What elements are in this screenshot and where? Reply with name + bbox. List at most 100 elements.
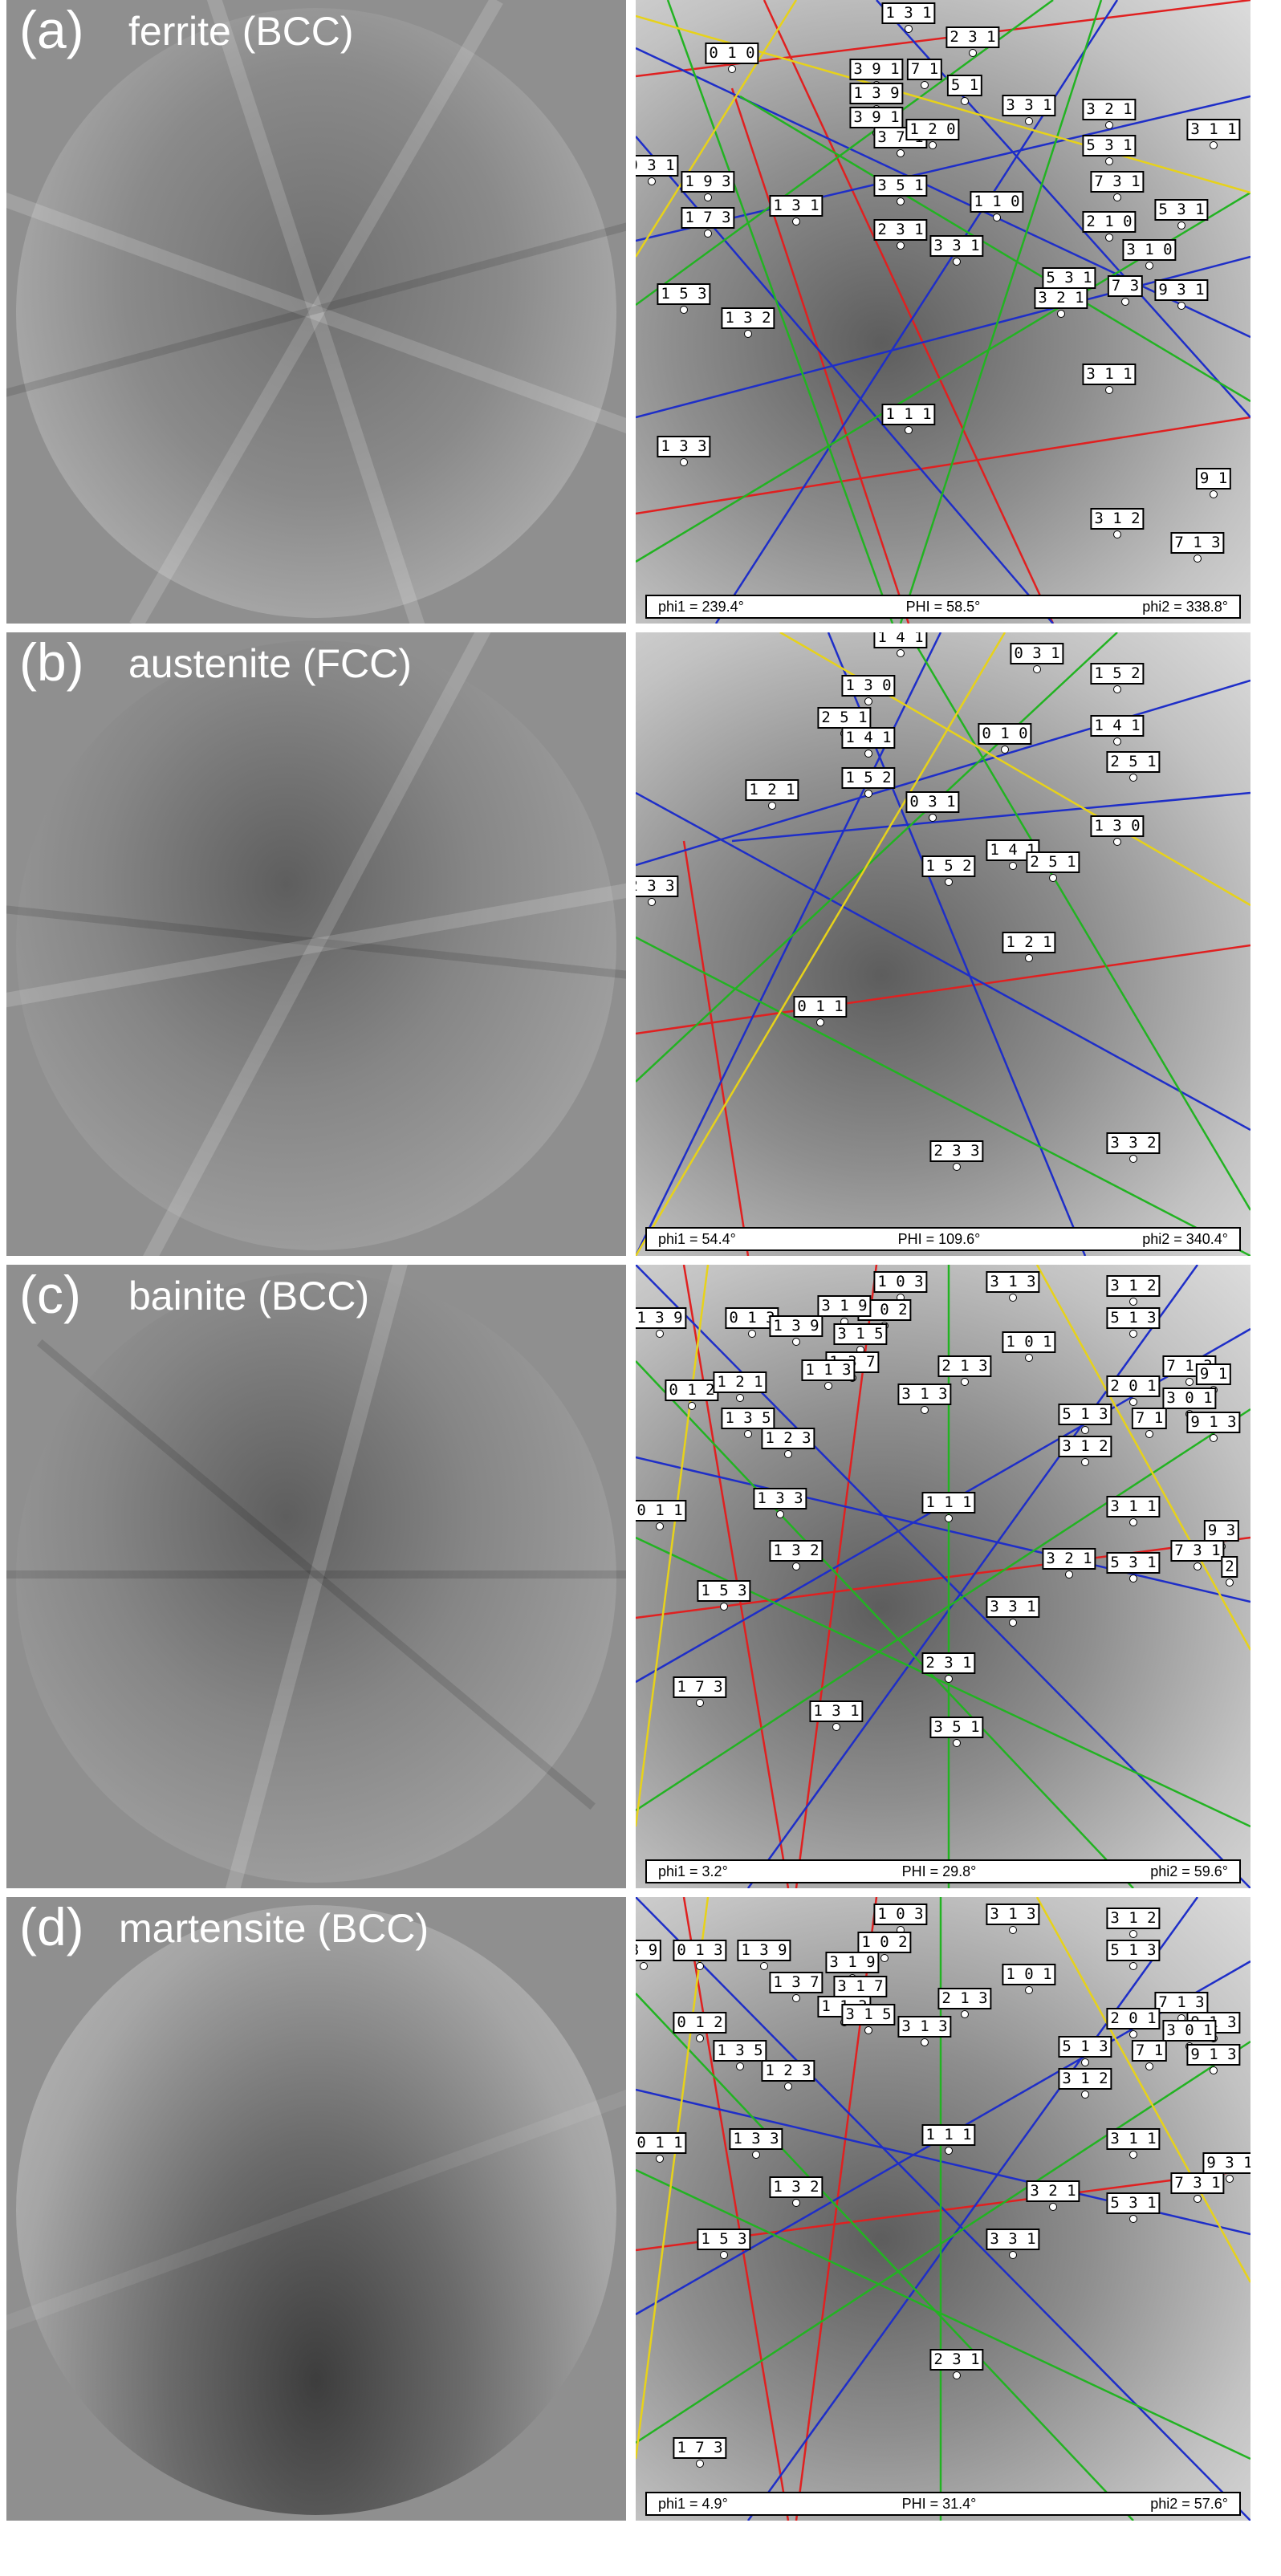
miller-index-label: 1 5 3 xyxy=(657,283,711,305)
zone-axis-marker xyxy=(1009,1619,1017,1627)
miller-index-label: 3 9 xyxy=(636,1940,662,1961)
miller-index-label: 3 5 1 xyxy=(929,1717,984,1738)
zone-axis-marker xyxy=(792,217,800,226)
euler-angles-bar: phi1 = 3.2° PHI = 29.8° phi2 = 59.6° xyxy=(645,1859,1241,1883)
phi2-value: phi2 = 338.8° xyxy=(1142,598,1228,615)
zone-axis-marker xyxy=(1129,1398,1137,1406)
zone-axis-marker xyxy=(744,330,752,338)
miller-index-label: 2 0 1 xyxy=(1106,2008,1161,2030)
miller-index-label: 0 1 2 xyxy=(673,2012,727,2034)
zone-axis-marker xyxy=(720,2251,728,2259)
zone-axis-marker xyxy=(1081,2090,1089,2099)
PHI-value: PHI = 58.5° xyxy=(905,598,981,615)
zone-axis-marker xyxy=(1009,862,1017,870)
zone-axis-marker xyxy=(1025,954,1033,962)
panel-label: (a) xyxy=(19,0,84,59)
zone-axis-marker xyxy=(1033,665,1041,673)
zone-axis-marker xyxy=(1081,1426,1089,1434)
phi2-value: phi2 = 57.6° xyxy=(1150,2495,1228,2512)
miller-index-label: 2 3 3 xyxy=(929,1140,984,1162)
indexed-pattern-a: phi1 = 239.4° PHI = 58.5° phi2 = 338.8° … xyxy=(636,0,1250,624)
phase-title: bainite (BCC) xyxy=(128,1274,370,1318)
zone-axis-marker xyxy=(864,697,872,705)
zone-axis-marker xyxy=(1210,2066,1218,2074)
miller-index-label: 1 3 0 xyxy=(1090,815,1145,837)
miller-index-label: 1 1 3 xyxy=(801,1359,856,1381)
phase-title: martensite (BCC) xyxy=(119,1906,429,1951)
zone-axis-marker xyxy=(993,213,1001,221)
zone-axis-marker xyxy=(1025,1354,1033,1362)
euler-angles-bar: phi1 = 54.4° PHI = 109.6° phi2 = 340.4° xyxy=(645,1227,1241,1251)
miller-index-label: 7 1 xyxy=(1131,1408,1168,1429)
indexed-pattern-d: phi1 = 4.9° PHI = 31.4° phi2 = 57.6° 1 0… xyxy=(636,1897,1250,2521)
zone-axis-marker xyxy=(1129,774,1137,782)
panel-label: (c) xyxy=(19,1265,81,1324)
miller-index-label: 3 3 1 xyxy=(929,235,984,257)
kikuchi-pattern-d: (d) martensite (BCC) xyxy=(6,1897,626,2521)
miller-index-label: 3 0 1 xyxy=(1162,2020,1217,2042)
zone-axis-marker xyxy=(1025,117,1033,125)
zone-axis-marker xyxy=(1145,262,1153,270)
miller-index-label: 1 1 1 xyxy=(921,2124,976,2146)
zone-axis-marker xyxy=(792,1338,800,1346)
miller-index-label: 3 3 2 xyxy=(1106,1132,1161,1154)
zone-axis-marker xyxy=(1129,2151,1137,2159)
miller-index-label: 2 3 1 xyxy=(946,26,1000,48)
kikuchi-pattern-a: (a) ferrite (BCC) xyxy=(6,0,626,624)
miller-index-label: 3 1 2 xyxy=(1090,508,1145,530)
miller-index-label: 3 9 1 xyxy=(849,107,904,128)
PHI-value: PHI = 109.6° xyxy=(897,1230,981,1247)
zone-axis-marker xyxy=(824,1382,832,1390)
miller-index-label: 5 3 1 xyxy=(1106,2192,1161,2214)
zone-axis-marker xyxy=(945,1675,953,1683)
miller-index-label: 9 3 xyxy=(1203,1520,1240,1542)
miller-index-label: 1 0 2 xyxy=(857,1932,912,1953)
miller-index-label: 5 3 1 xyxy=(1042,267,1096,289)
miller-index-label: 1 9 3 xyxy=(681,171,735,193)
miller-index-label: 1 3 1 xyxy=(769,195,824,217)
miller-index-label: 1 7 3 xyxy=(673,1676,727,1698)
miller-index-label: 1 4 1 xyxy=(841,727,896,749)
miller-index-label: 1 3 9 xyxy=(849,83,904,104)
zone-axis-marker xyxy=(969,49,977,57)
pattern-disk xyxy=(6,0,626,624)
zone-axis-marker xyxy=(1177,221,1185,230)
panel-label: (d) xyxy=(19,1897,84,1956)
zone-axis-marker xyxy=(1129,1518,1137,1526)
miller-index-label: 9 1 xyxy=(1195,1363,1232,1385)
miller-index-label: 1 3 0 xyxy=(841,675,896,697)
euler-angles-bar: phi1 = 239.4° PHI = 58.5° phi2 = 338.8° xyxy=(645,595,1241,619)
miller-index-label: 1 0 1 xyxy=(1002,1331,1056,1353)
miller-index-label: 1 5 3 xyxy=(697,2229,751,2250)
miller-index-label: 1 5 2 xyxy=(1090,663,1145,685)
miller-index-label: 7 3 xyxy=(1107,275,1144,297)
zone-axis-marker xyxy=(688,1402,696,1410)
miller-index-label: 2 3 1 xyxy=(873,219,928,241)
zone-lines xyxy=(636,632,1250,1256)
zone-axis-marker xyxy=(1113,530,1121,538)
miller-index-label: 1 3 9 xyxy=(769,1315,824,1337)
miller-index-label: 9 3 1 xyxy=(1202,2152,1250,2174)
miller-index-label: 7 3 1 xyxy=(1170,2172,1225,2194)
miller-index-label: 1 2 1 xyxy=(1002,932,1056,953)
zone-axis-marker xyxy=(1009,2251,1017,2259)
miller-index-label: 1 3 9 xyxy=(737,1940,791,1961)
zone-axis-marker xyxy=(816,1018,824,1026)
miller-index-label: 0 1 1 xyxy=(793,996,848,1018)
pattern-disk xyxy=(6,1265,626,1888)
miller-index-label: 5 3 1 xyxy=(1106,1552,1161,1574)
zone-axis-marker xyxy=(921,1406,929,1414)
zone-axis-marker xyxy=(1129,2215,1137,2223)
zone-axis-marker xyxy=(752,2151,760,2159)
zone-axis-marker xyxy=(680,306,688,314)
euler-angles-bar: phi1 = 4.9° PHI = 31.4° phi2 = 57.6° xyxy=(645,2492,1241,2516)
zone-axis-marker xyxy=(748,1330,756,1338)
miller-index-label: 2 xyxy=(1221,1556,1238,1578)
miller-index-label: 0 1 2 xyxy=(665,1379,719,1401)
zone-axis-marker xyxy=(1210,490,1218,498)
zone-axis-marker xyxy=(776,1510,784,1518)
miller-index-label: 1 2 1 xyxy=(745,779,799,801)
zone-axis-marker xyxy=(1113,838,1121,846)
zone-axis-marker xyxy=(953,1163,961,1171)
zone-axis-marker xyxy=(1194,1562,1202,1570)
